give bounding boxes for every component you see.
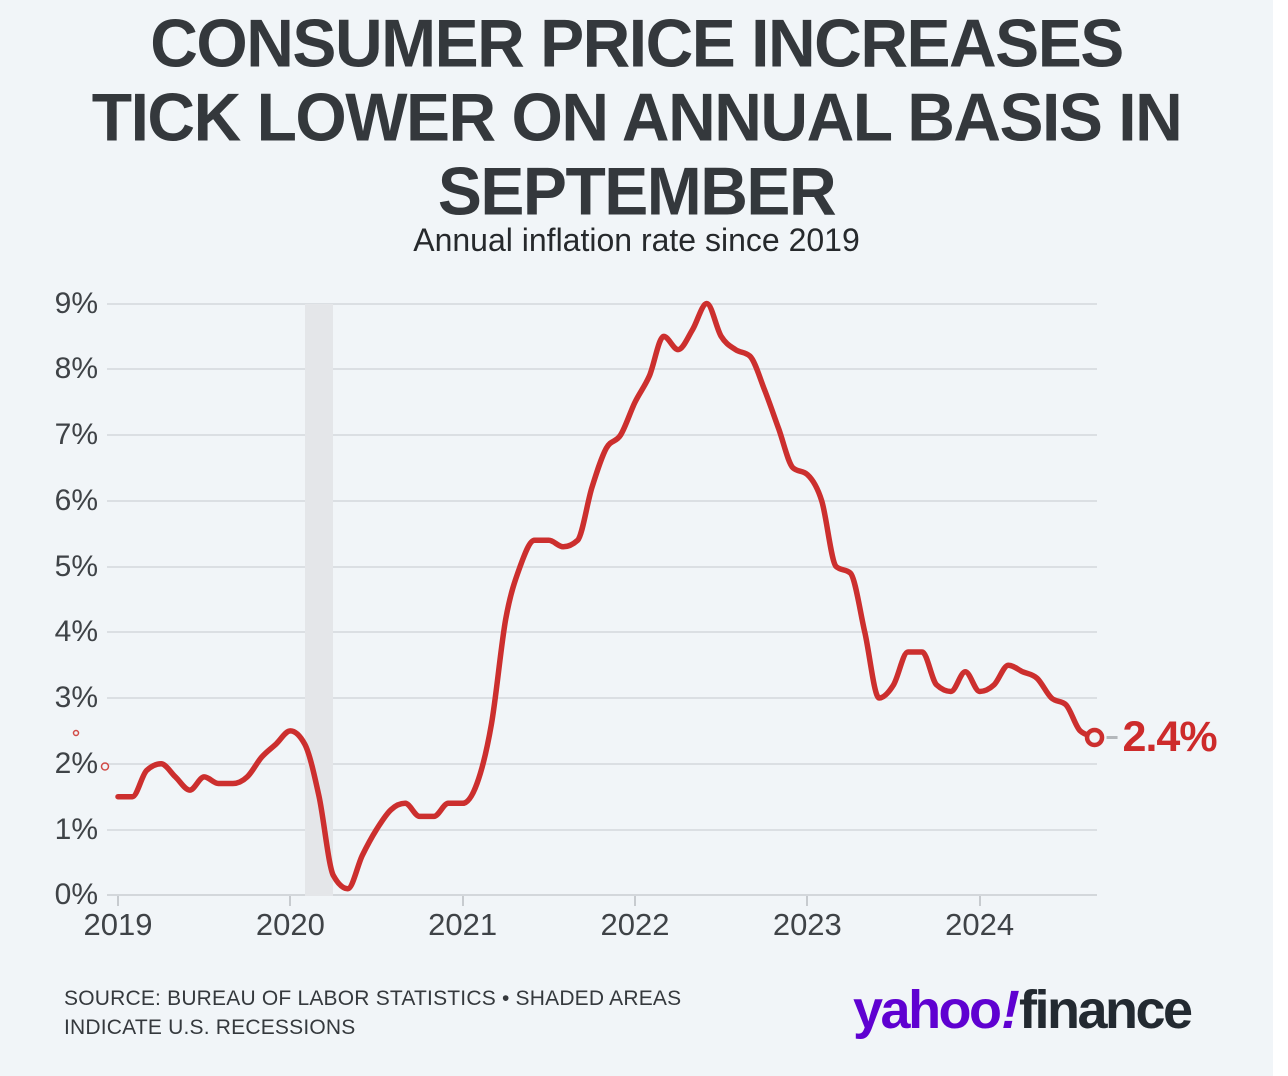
gridline-8%	[107, 368, 1097, 371]
title-line-1: CONSUMER PRICE INCREASES	[150, 5, 1124, 81]
gridline-6%	[107, 499, 1097, 502]
x-axis-label-2024: 2024	[945, 907, 1015, 942]
x-axis-tick-2020	[289, 896, 292, 907]
x-axis-tick-2021	[461, 896, 464, 907]
inflation-line	[115, 300, 1098, 892]
gridline-4%	[107, 631, 1097, 634]
x-axis-label-2020: 2020	[255, 907, 325, 942]
gridline-5%	[107, 565, 1097, 568]
y-axis-label-1%: 1%	[54, 812, 98, 846]
y-axis-label-7%: 7%	[54, 418, 98, 452]
x-axis-label-2022: 2022	[600, 907, 670, 942]
x-axis-label-2021: 2021	[428, 907, 498, 942]
y-axis-label-0%: 0%	[54, 878, 98, 912]
page-title: CONSUMER PRICE INCREASES TICK LOWER ON A…	[0, 5, 1273, 229]
latest-value-marker	[1084, 727, 1105, 748]
y-axis-label-2%: 2%	[54, 746, 98, 780]
source-note: SOURCE: BUREAU OF LABOR STATISTICS • SHA…	[64, 984, 681, 1042]
stray-marker-dot-small	[72, 729, 80, 737]
x-axis-tick-2024	[978, 896, 981, 907]
y-axis-label-9%: 9%	[54, 286, 98, 320]
x-axis-tick-2022	[633, 896, 636, 907]
gridline-0%	[107, 894, 1097, 897]
y-axis-label-5%: 5%	[54, 549, 98, 583]
chart-subtitle: Annual inflation rate since 2019	[413, 222, 860, 258]
title-line-3: SEPTEMBER	[437, 153, 837, 229]
title-line-2: TICK LOWER ON ANNUAL BASIS IN	[91, 79, 1183, 155]
stray-marker-dot-large	[100, 762, 110, 771]
x-axis-tick-2023	[806, 896, 809, 907]
y-axis-label-4%: 4%	[54, 615, 98, 649]
x-axis-tick-2019	[117, 896, 119, 907]
yahoo-finance-logo: yahoo!finance	[853, 980, 1193, 1040]
source-line-2: INDICATE U.S. RECESSIONS	[64, 1016, 356, 1039]
gridline-3%	[107, 697, 1097, 700]
gridline-7%	[107, 434, 1097, 437]
right-white-strip	[1273, 0, 1288, 1076]
gridline-9%	[107, 302, 1097, 305]
source-line-1: SOURCE: BUREAU OF LABOR STATISTICS • SHA…	[64, 987, 682, 1010]
gridline-2%	[107, 762, 1097, 765]
logo-yahoo-text: yahoo	[853, 980, 1002, 1040]
x-axis-label-2023: 2023	[772, 907, 842, 942]
latest-value-label: 2.4%	[1122, 712, 1218, 761]
y-axis-label-8%: 8%	[54, 352, 98, 386]
gridline-1%	[107, 828, 1097, 831]
y-axis-label-6%: 6%	[54, 483, 98, 517]
logo-finance-text: finance	[1019, 980, 1193, 1040]
x-axis-label-2019: 2019	[83, 907, 153, 942]
y-axis-label-3%: 3%	[54, 681, 98, 715]
